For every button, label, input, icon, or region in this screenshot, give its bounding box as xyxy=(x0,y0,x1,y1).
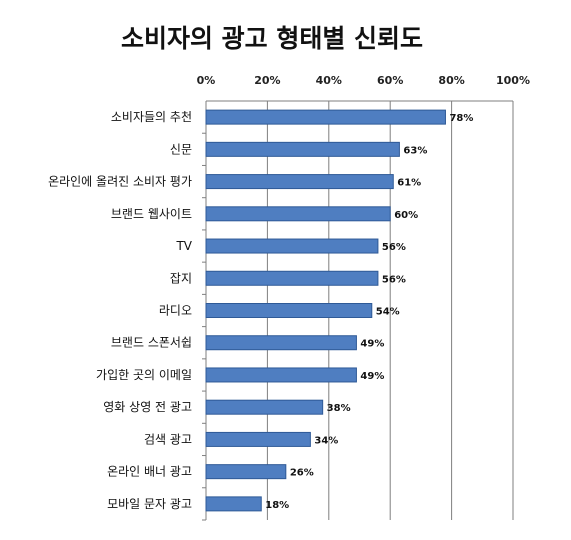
category-label: 잡지 xyxy=(170,271,192,285)
category-label: 온라인에 올려진 소비자 평가 xyxy=(48,175,192,189)
x-tick-label: 80% xyxy=(438,74,464,87)
x-tick-label: 100% xyxy=(496,74,530,87)
data-label: 38% xyxy=(327,403,351,414)
bar xyxy=(205,303,373,318)
category-label: 모바일 문자 광고 xyxy=(107,497,192,511)
x-tick-label: 40% xyxy=(316,74,342,87)
category-label: 검색 광고 xyxy=(144,432,192,446)
data-label: 49% xyxy=(360,339,384,350)
x-axis-ticks: 0% 20% 40% 60% 80% 100% xyxy=(197,74,530,87)
data-label: 49% xyxy=(360,371,384,382)
category-label: 소비자들의 추천 xyxy=(111,109,192,124)
gridlines xyxy=(202,100,514,521)
x-tick-label: 60% xyxy=(377,74,403,87)
data-label: 26% xyxy=(290,468,314,479)
bar xyxy=(205,399,324,415)
data-labels: 78% 63% 61% 60% 56% 56% 54% 49% 49% 38% 34% 26% 18% xyxy=(265,113,473,511)
bar xyxy=(205,496,262,512)
bar xyxy=(205,367,357,383)
data-label: 34% xyxy=(314,435,338,446)
data-label: 61% xyxy=(397,178,421,189)
bar xyxy=(205,238,379,254)
data-label: 78% xyxy=(449,113,473,124)
bar xyxy=(205,335,357,351)
data-label: 18% xyxy=(265,500,289,511)
bar xyxy=(205,464,287,480)
x-tick-label: 20% xyxy=(254,74,280,87)
bar xyxy=(205,206,391,222)
bars xyxy=(205,109,446,512)
category-label: TV xyxy=(175,239,192,253)
data-label: 63% xyxy=(403,145,427,156)
bar xyxy=(205,270,379,286)
category-label: 브랜드 스폰서쉽 xyxy=(111,336,192,350)
chart-title: 소비자의 광고 형태별 신뢰도 xyxy=(121,24,423,53)
category-label: 가입한 곳의 이메일 xyxy=(96,368,192,382)
bar xyxy=(205,174,394,190)
category-label: 브랜드 웹사이트 xyxy=(111,207,192,221)
data-label: 54% xyxy=(376,307,400,318)
bar xyxy=(205,141,400,157)
category-label: 라디오 xyxy=(159,304,192,318)
data-label: 56% xyxy=(382,274,406,285)
data-label: 60% xyxy=(394,210,418,221)
category-label: 신문 xyxy=(170,142,192,156)
bar xyxy=(205,431,311,447)
category-label: 온라인 배너 광고 xyxy=(107,465,192,479)
bar xyxy=(205,109,446,125)
data-label: 56% xyxy=(382,242,406,253)
category-label: 영화 상영 전 광고 xyxy=(103,400,192,414)
x-tick-label: 0% xyxy=(197,74,216,87)
